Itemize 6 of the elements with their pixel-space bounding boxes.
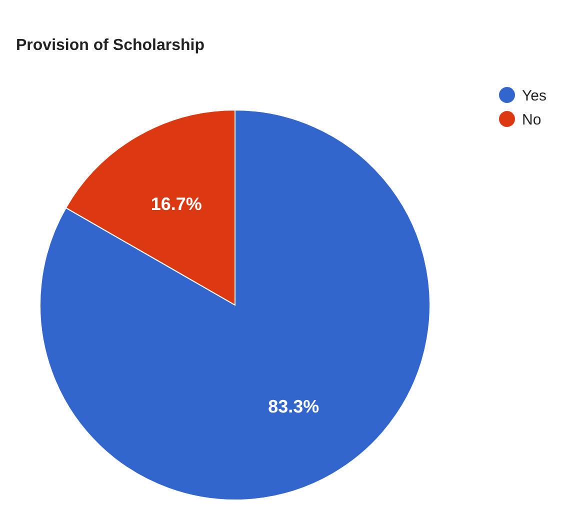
data-label: 16.7% [150,194,202,214]
legend-label: No [522,111,542,128]
data-label: 83.3% [268,396,320,417]
chart-title: Provision of Scholarship [16,37,205,54]
pie-slice [40,110,430,500]
legend-label: Yes [522,87,546,104]
